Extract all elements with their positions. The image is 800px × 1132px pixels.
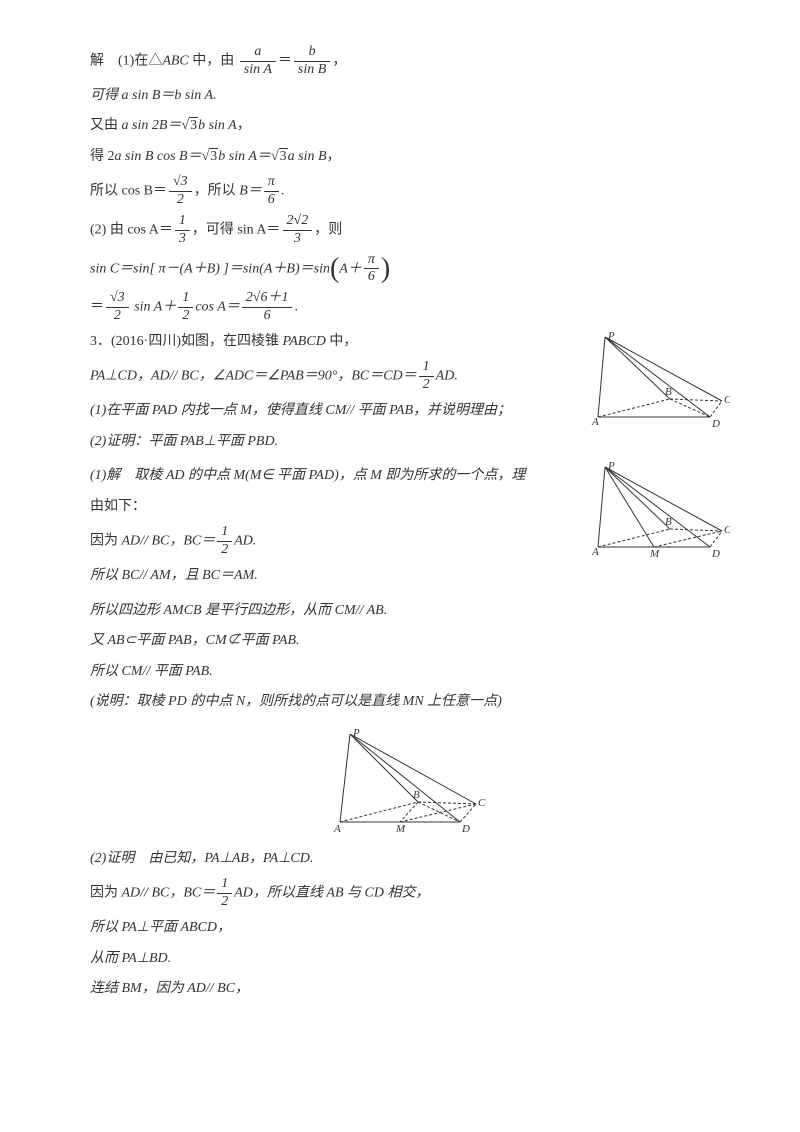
svg-text:D: D bbox=[461, 823, 470, 835]
text-line: 所以 PA⊥平面 ABCD， bbox=[90, 915, 730, 942]
text-line: 得 2a sin B cos B＝3b sin A＝3a sin B， bbox=[90, 144, 730, 171]
fraction: √32 bbox=[106, 290, 129, 325]
text-line: 所以 CM// 平面 PAB. bbox=[90, 659, 730, 686]
text-line: 所以四边形 AMCB 是平行四边形，从而 CM// AB. bbox=[90, 598, 730, 625]
eq: ＝ bbox=[278, 54, 292, 69]
text-line: (说明：取棱 PD 的中点 N，则所找的点可以是直线 MN 上任意一点) bbox=[90, 689, 730, 716]
text-line: 由如下： bbox=[90, 494, 730, 521]
svg-text:B: B bbox=[413, 789, 420, 801]
solution-line: 解 (1)在△ABC 中，由 asin A＝bsin B， bbox=[90, 44, 730, 79]
fraction: π6 bbox=[264, 174, 279, 209]
sqrt: 3 bbox=[202, 144, 219, 171]
fraction: 2√23 bbox=[283, 213, 313, 248]
svg-text:A: A bbox=[333, 823, 341, 835]
text-line: (1)在平面 PAD 内找一点 M，使得直线 CM// 平面 PAB，并说明理由… bbox=[90, 398, 730, 425]
rparen-icon: ) bbox=[381, 259, 390, 279]
text-line: sin C＝sin[ π－(A＋B) ]＝sin(A＋B)＝sin(A＋π6) bbox=[90, 252, 730, 287]
text-line: 又 AB⊂平面 PAB，CM⊄平面 PAB. bbox=[90, 628, 730, 655]
var: ABC bbox=[162, 54, 188, 69]
fraction: 13 bbox=[175, 213, 190, 248]
text-line: 因为 AD// BC，BC＝12AD. bbox=[90, 524, 730, 559]
fraction: √32 bbox=[169, 174, 192, 209]
text-line: 又由 a sin 2B＝3b sin A， bbox=[90, 113, 730, 140]
text-line: (2)证明 由已知，PA⊥AB，PA⊥CD. bbox=[90, 846, 730, 873]
text-line: 所以 BC// AM，且 BC＝AM. bbox=[90, 563, 730, 590]
text-line: ＝√32 sin A＋12cos A＝2√6＋16. bbox=[90, 290, 730, 325]
text-line: PA⊥CD，AD// BC，∠ADC＝∠PAB＝90°，BC＝CD＝12AD. bbox=[90, 359, 730, 394]
text-line: 因为 AD// BC，BC＝12AD，所以直线 AB 与 CD 相交， bbox=[90, 876, 730, 911]
svg-text:M: M bbox=[395, 823, 406, 835]
fraction: 12 bbox=[419, 359, 434, 394]
svg-text:P: P bbox=[352, 727, 360, 739]
sqrt: 3 bbox=[181, 113, 198, 140]
text-line: 连结 BM，因为 AD// BC， bbox=[90, 976, 730, 1003]
text-line: 所以 cos B＝√32，所以 B＝π6. bbox=[90, 174, 730, 209]
fraction: π6 bbox=[364, 252, 379, 287]
text-line: 从而 PA⊥BD. bbox=[90, 946, 730, 973]
text: 解 (1)在△ bbox=[90, 54, 162, 69]
fraction: 12 bbox=[178, 290, 193, 325]
text: ， bbox=[332, 54, 346, 69]
text-line: (2) 由 cos A＝13，可得 sin A＝2√23，则 bbox=[90, 213, 730, 248]
figure-3: P A M B C D bbox=[90, 726, 730, 836]
fraction: 12 bbox=[217, 876, 232, 911]
fraction: asin A bbox=[240, 44, 276, 79]
problem-line: 3．(2016·四川)如图，在四棱锥 PABCD 中， bbox=[90, 329, 730, 356]
text-line: (1)解 取棱 AD 的中点 M(M∈ 平面 PAD)，点 M 即为所求的一个点… bbox=[90, 463, 730, 490]
text-line: (2)证明：平面 PAB⊥平面 PBD. bbox=[90, 429, 730, 456]
svg-text:C: C bbox=[478, 797, 486, 809]
fraction: 2√6＋16 bbox=[242, 290, 293, 325]
text: 中，由 bbox=[189, 54, 235, 69]
fraction: 12 bbox=[217, 524, 232, 559]
lparen-icon: ( bbox=[330, 259, 339, 279]
text-line: 可得 a sin B＝b sin A. bbox=[90, 83, 730, 110]
fraction: bsin B bbox=[294, 44, 330, 79]
sqrt: 3 bbox=[271, 144, 288, 171]
